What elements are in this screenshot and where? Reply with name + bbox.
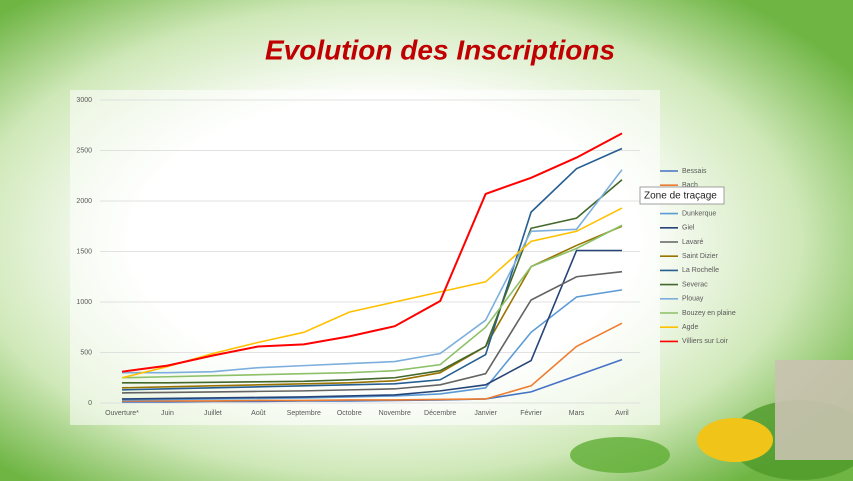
y-tick-label: 2000: [76, 198, 92, 205]
x-tick-label: Octobre: [337, 410, 362, 417]
x-tick-label: Avril: [615, 410, 629, 417]
chart-title: Evolution des Inscriptions: [265, 34, 615, 65]
legend-label: Dunkerque: [682, 210, 716, 217]
legend-label: La Rochelle: [682, 267, 719, 274]
tooltip-box: [639, 186, 725, 205]
legend-label: Plouay: [682, 296, 704, 303]
series-line: [121, 270, 623, 394]
legend-label: Agde: [682, 324, 698, 331]
legend-label: Saint Dizier: [682, 253, 718, 260]
series-line: [121, 289, 623, 401]
series-line: [121, 207, 623, 379]
y-tick-label: 500: [80, 349, 92, 356]
series-line: [121, 147, 623, 391]
x-tick-label: Juin: [161, 410, 174, 417]
legend-label: Bouzey en plaine: [682, 310, 736, 317]
x-tick-label: Mars: [569, 410, 585, 417]
y-tick-label: 2500: [76, 147, 92, 154]
series-line: [121, 249, 622, 400]
y-tick-label: 1500: [76, 248, 92, 255]
legend-label: Bessais: [682, 168, 707, 175]
legend-label: Bach: [682, 182, 698, 189]
legend-label: Lavaré: [682, 239, 704, 246]
x-tick-label: Février: [520, 410, 542, 417]
legend-label: Villiers sur Loir: [682, 338, 728, 345]
y-tick-label: 1000: [76, 299, 92, 306]
series-line: [121, 132, 623, 373]
tooltip: Zone de traçage: [644, 191, 717, 202]
series-line: [122, 169, 623, 374]
plot-area: [70, 90, 660, 425]
legend-label: Giel: [682, 225, 695, 232]
y-tick-label: 3000: [76, 97, 92, 104]
x-tick-label: Ouverture*: [105, 410, 139, 417]
series-line: [121, 224, 623, 379]
x-tick-label: Août: [251, 410, 265, 417]
series-line: [122, 179, 623, 384]
x-tick-label: Septembre: [287, 410, 321, 417]
decor: [570, 360, 853, 480]
y-tick-label: 0: [88, 400, 92, 407]
x-tick-label: Janvier: [474, 410, 497, 417]
series-line: [122, 322, 623, 402]
x-tick-label: Juillet: [204, 410, 222, 417]
x-tick-label: Novembre: [379, 410, 411, 417]
legend-label: Severac: [682, 281, 708, 288]
x-tick-label: Décembre: [424, 410, 456, 417]
